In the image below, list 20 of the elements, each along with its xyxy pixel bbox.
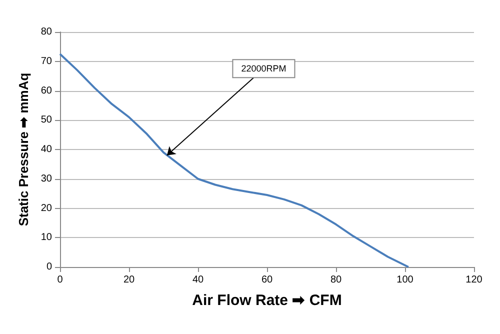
y-tick-label: 80	[40, 26, 52, 38]
x-tick-label: 100	[396, 274, 414, 286]
y-tick-label: 70	[40, 56, 52, 67]
x-axis-title: Air Flow Rate ➡ CFM	[192, 292, 342, 309]
y-tick-label: 60	[40, 85, 52, 96]
x-tick-label: 120	[466, 274, 483, 286]
y-axis-title: Static Pressure ➡ mmAq	[16, 72, 31, 226]
y-tick-label: 40	[40, 144, 52, 155]
x-tick-label: 0	[57, 274, 64, 286]
x-tick-label: 60	[261, 274, 273, 286]
annotation: 22000RPM	[241, 64, 286, 74]
line-series	[59, 53, 410, 268]
y-tick-label: 0	[46, 262, 52, 272]
y-tick-label: 10	[40, 232, 52, 244]
x-tick-label: 40	[192, 274, 204, 286]
x-tick-label: 80	[330, 274, 342, 286]
y-tick-label: 20	[40, 202, 52, 214]
y-tick-label: 30	[40, 173, 52, 184]
y-tick-label: 50	[40, 114, 52, 126]
x-tick-label: 20	[123, 274, 135, 286]
